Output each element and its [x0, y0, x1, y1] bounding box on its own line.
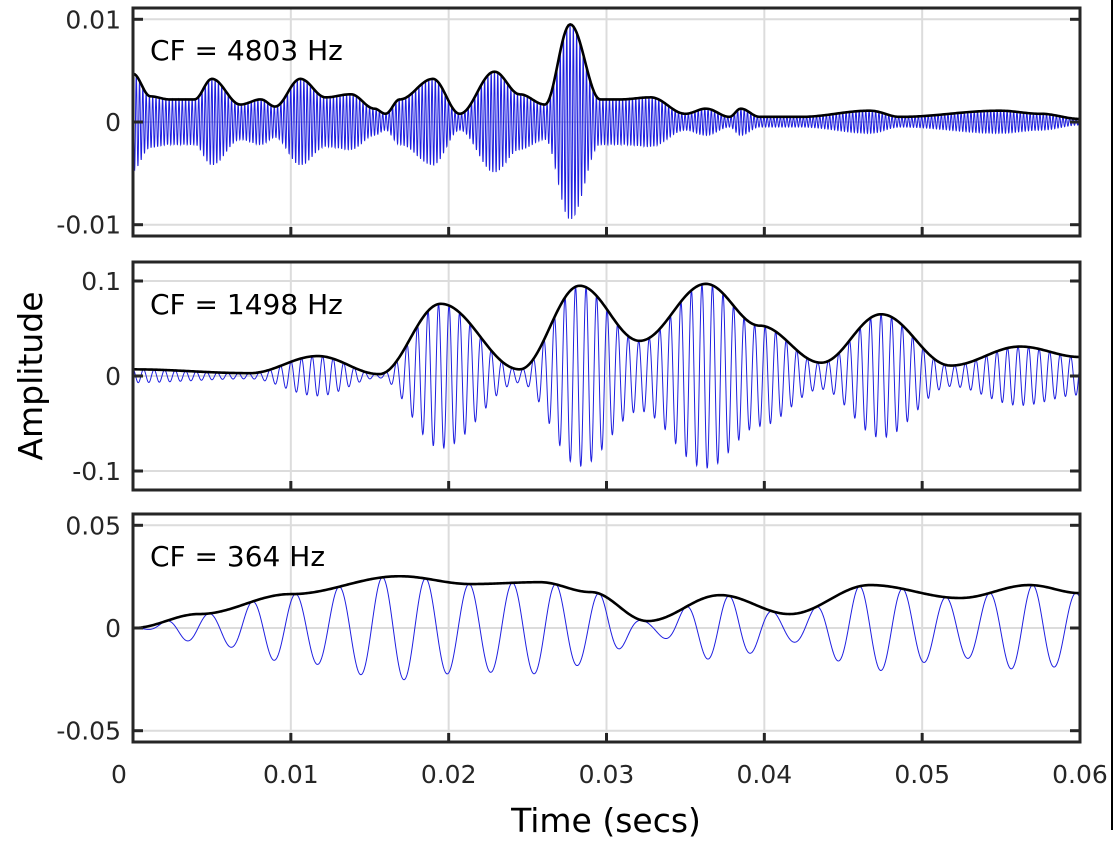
y-tick-label: -0.01	[56, 211, 121, 240]
y-tick-label: 0	[105, 108, 121, 137]
y-tick-label: 0.05	[65, 511, 121, 540]
x-tick-label: 0.06	[1052, 760, 1108, 789]
x-tick-label: 0.02	[421, 760, 477, 789]
y-axis-label: Amplitude	[11, 291, 50, 460]
y-tick-label: 0	[105, 614, 121, 643]
x-tick-labels: 0 0.01 0.02 0.03 0.04 0.05 0.06	[111, 760, 1108, 789]
envelope-line	[132, 574, 1081, 630]
y-tick-label: 0	[105, 362, 121, 391]
x-tick-label: 0.03	[579, 760, 635, 789]
envelope-line	[133, 282, 1081, 376]
signal-line	[133, 576, 1081, 681]
y-tick-label: -0.05	[56, 717, 121, 746]
y-tick-label: 0.1	[81, 267, 121, 296]
x-axis-label: Time (secs)	[510, 801, 701, 840]
panels: 0.01 0 -0.01 CF = 4803 Hz 0.1 0 -0.1 CF = 1498 …	[56, 5, 1108, 789]
x-tick-label: 0	[111, 760, 127, 789]
y-tick-label: -0.1	[72, 457, 121, 486]
panel-2: 0.1 0 -0.1 CF = 1498 Hz	[72, 260, 1082, 492]
x-tick-label: 0.04	[736, 760, 792, 789]
x-tick-label: 0.01	[263, 760, 319, 789]
panel-cf-label: CF = 364 Hz	[150, 540, 325, 573]
panel-3: 0.05 0 -0.05 CF = 364 Hz	[56, 511, 1082, 746]
envelope-line	[132, 23, 1081, 121]
panel-cf-label: CF = 4803 Hz	[150, 34, 343, 67]
panel-cf-label: CF = 1498 Hz	[150, 288, 343, 321]
y-tick-label: 0.01	[65, 5, 121, 34]
panel-1: 0.01 0 -0.01 CF = 4803 Hz	[56, 5, 1082, 240]
x-tick-label: 0.05	[894, 760, 950, 789]
